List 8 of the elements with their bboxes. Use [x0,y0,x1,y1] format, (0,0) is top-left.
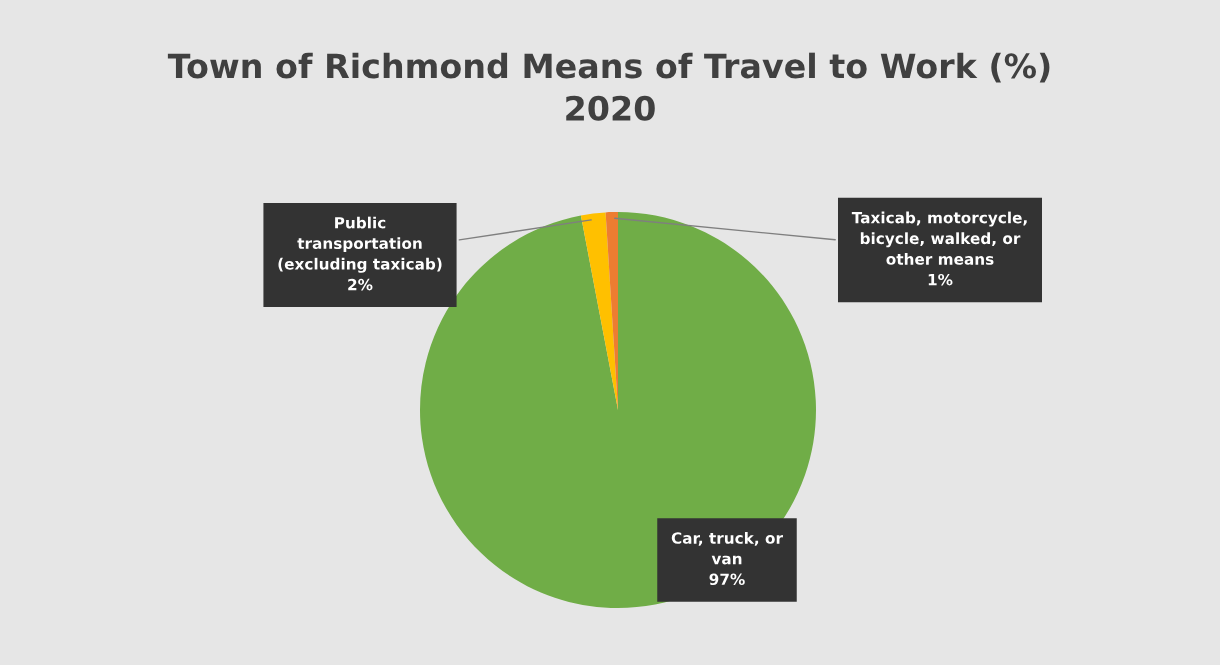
data-label: 97% [709,573,745,586]
data-label: 1% [928,273,953,286]
slice-label: Car, truck, or van [671,532,783,565]
data-label: 2% [348,278,373,291]
slice-label: Taxicab, motorcycle, bicycle, walked, or other means [851,211,1027,265]
pie-slice [580,212,618,410]
chart-title: Town of Richmond Means of Travel to Work (%) 2020 [167,52,1050,121]
slice-label: Public transportation (excluding taxicab) [278,216,442,273]
